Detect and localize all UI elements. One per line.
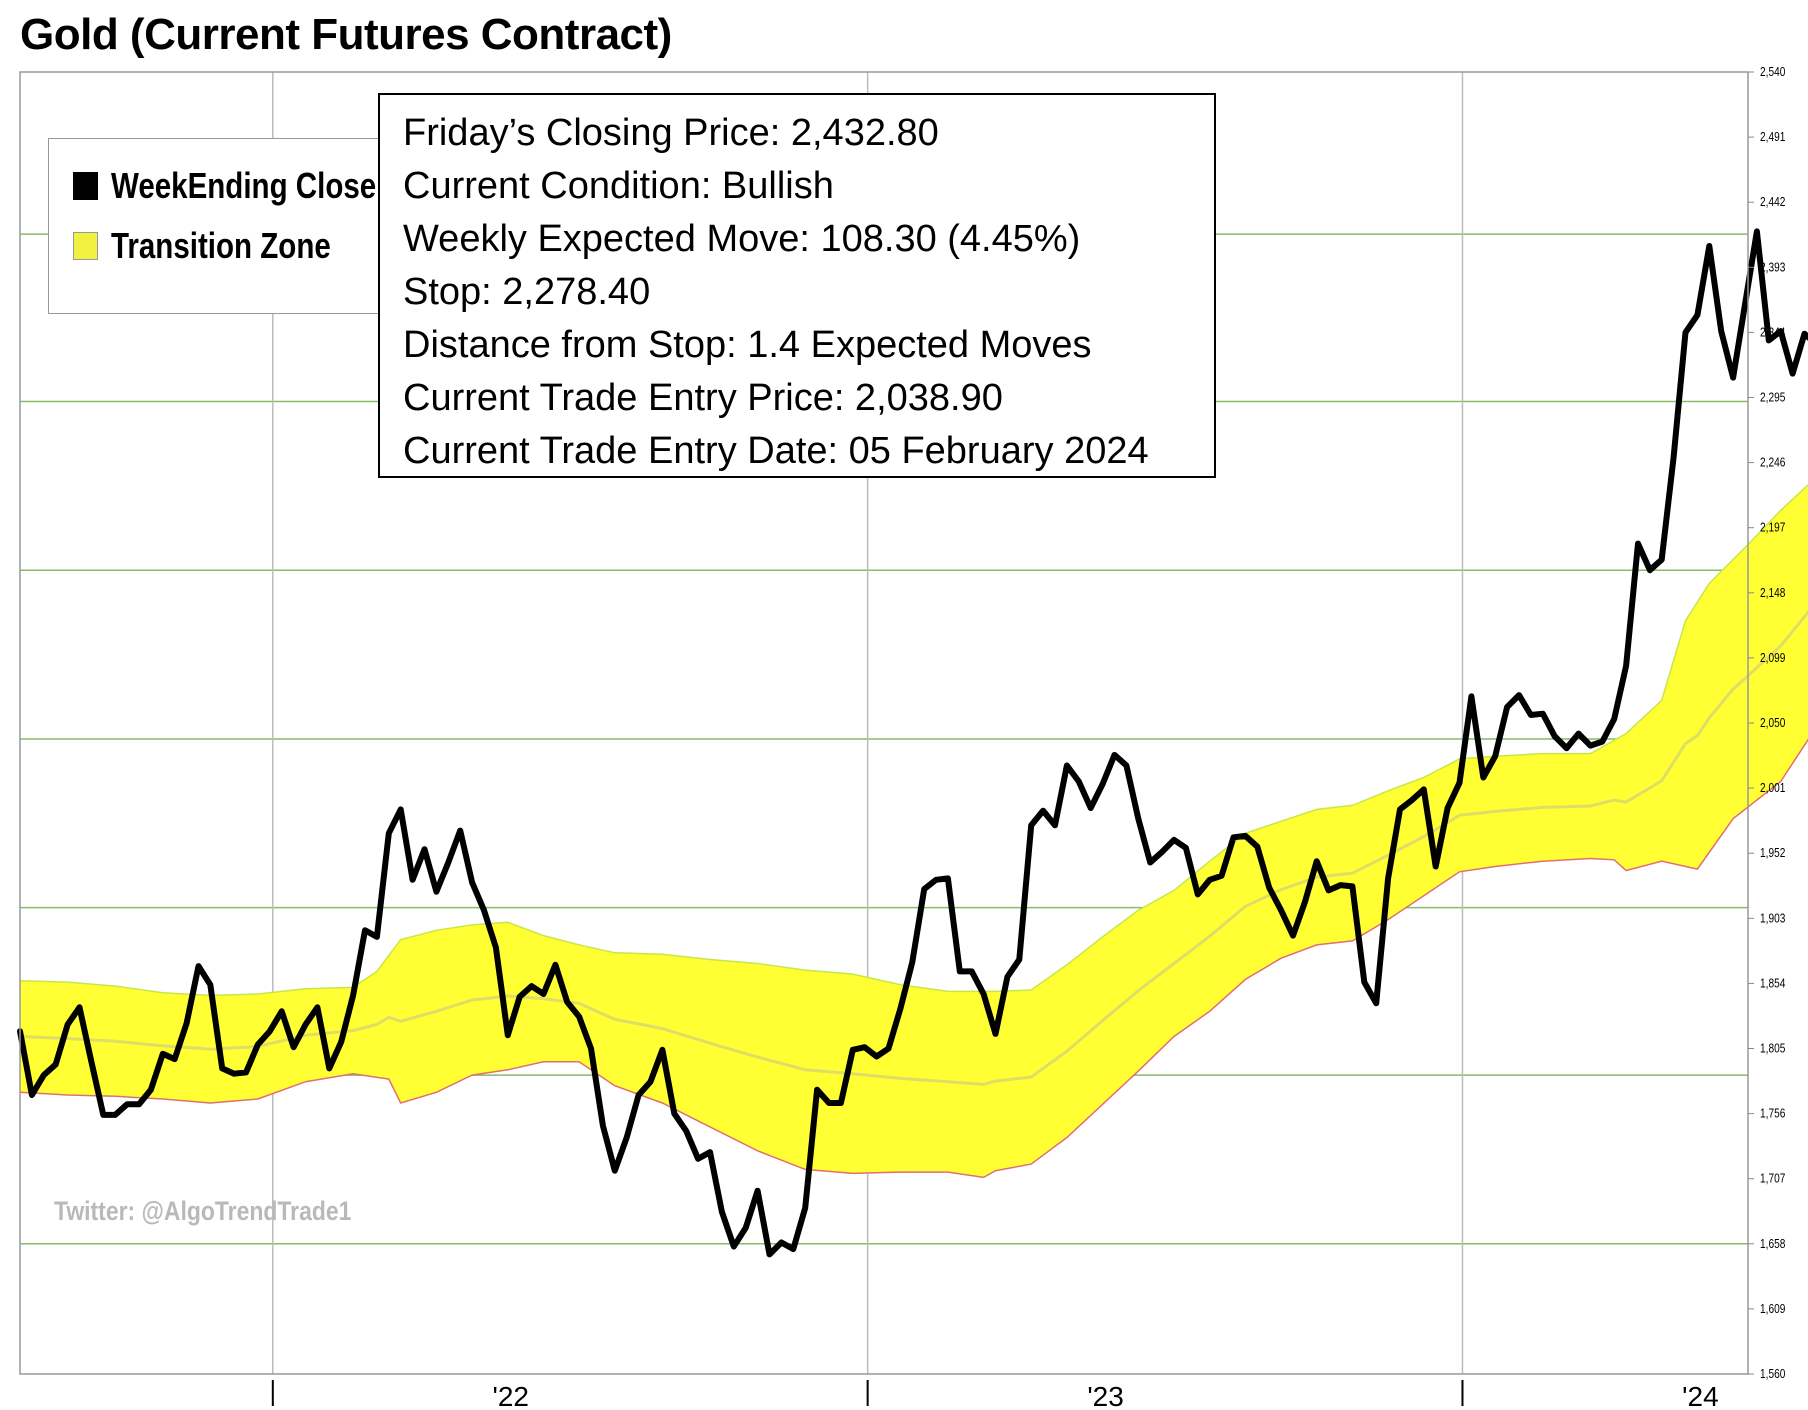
y-tick-label: 2,148 — [1760, 586, 1785, 600]
legend-swatch-close — [73, 172, 98, 200]
info-stop: Stop: 2,278.40 — [403, 271, 651, 313]
y-tick-label: 1,560 — [1760, 1367, 1786, 1381]
y-tick-label: 1,903 — [1760, 911, 1785, 925]
info-box: Friday’s Closing Price: 2,432.80 Current… — [378, 93, 1216, 478]
y-tick-label: 2,491 — [1760, 130, 1785, 144]
y-tick-label: 1,854 — [1760, 976, 1786, 990]
transition-zone-lower-edge — [19, 738, 1808, 1179]
info-expected-move: Weekly Expected Move: 108.30 (4.45%) — [403, 218, 1081, 260]
transition-zone-midline — [19, 610, 1808, 1086]
y-tick-label: 1,805 — [1760, 1041, 1785, 1055]
transition-zone-band — [20, 485, 1808, 1178]
info-entry-price: Current Trade Entry Price: 2,038.90 — [403, 377, 1003, 419]
legend-label-zone: Transition Zone — [111, 225, 331, 266]
legend-item-zone: Transition Zone — [73, 225, 379, 266]
y-tick-label: 1,756 — [1760, 1106, 1785, 1120]
y-tick-label: 2,442 — [1760, 195, 1785, 209]
y-tick-label: 1,658 — [1760, 1237, 1785, 1251]
y-tick-label: 2,001 — [1760, 781, 1785, 795]
y-tick-label: 2,099 — [1760, 651, 1785, 665]
legend-swatch-zone — [73, 232, 98, 260]
y-tick-label: 2,197 — [1760, 521, 1785, 535]
x-tick-label: '24 — [1682, 1381, 1719, 1410]
transition-zone-upper-edge — [19, 483, 1808, 997]
y-tick-label: 2,540 — [1760, 65, 1786, 79]
y-tick-label: 2,246 — [1760, 455, 1785, 469]
legend-label-close: WeekEnding Close — [111, 165, 377, 206]
y-tick-label: 2,344 — [1760, 325, 1786, 339]
legend: WeekEnding Close Transition Zone — [48, 138, 380, 314]
weekending-close-line — [17, 228, 1808, 1258]
y-tick-label: 2,050 — [1760, 716, 1786, 730]
x-tick-label: '23 — [1087, 1381, 1124, 1410]
info-distance-from-stop: Distance from Stop: 1.4 Expected Moves — [403, 324, 1092, 366]
y-tick-label: 1,707 — [1760, 1172, 1785, 1186]
info-closing-price: Friday’s Closing Price: 2,432.80 — [403, 112, 939, 154]
y-tick-label: 2,393 — [1760, 260, 1785, 274]
watermark: Twitter: @AlgoTrendTrade1 — [54, 1196, 352, 1226]
y-tick-label: 1,952 — [1760, 846, 1785, 860]
y-tick-label: 1,609 — [1760, 1302, 1785, 1316]
info-current-condition: Current Condition: Bullish — [403, 165, 834, 207]
y-tick-label: 2,295 — [1760, 390, 1785, 404]
info-entry-date: Current Trade Entry Date: 05 February 20… — [403, 430, 1149, 472]
chart-title: Gold (Current Futures Contract) — [20, 10, 672, 59]
legend-item-close: WeekEnding Close — [73, 165, 434, 206]
x-tick-label: '22 — [492, 1381, 529, 1410]
